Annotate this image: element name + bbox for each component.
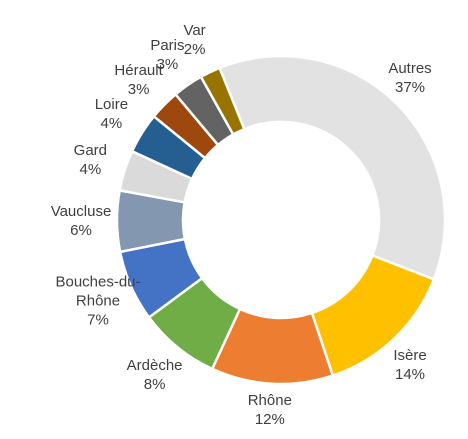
slice-label: Paris 3% bbox=[112, 36, 222, 74]
value-label: 3% bbox=[156, 56, 179, 74]
category-label: Bouches-du-Rhône bbox=[55, 273, 141, 310]
slice-label: Hérault 3% bbox=[84, 61, 194, 99]
slice-label: Ardèche 8% bbox=[100, 356, 210, 394]
category-label: Paris bbox=[150, 37, 185, 55]
value-label: 12% bbox=[254, 411, 285, 428]
value-label: 14% bbox=[394, 365, 426, 383]
value-label: 37% bbox=[394, 78, 426, 96]
slice-label: Gard 4% bbox=[35, 141, 145, 179]
value-label: 7% bbox=[87, 311, 109, 329]
slice-label: Isère 14% bbox=[355, 346, 465, 384]
value-label: 4% bbox=[100, 115, 123, 133]
category-label: Hérault bbox=[114, 61, 163, 79]
category-label: Loire bbox=[94, 96, 129, 114]
category-label: Var bbox=[183, 21, 206, 39]
value-label: 3% bbox=[127, 80, 150, 98]
slice-label: Var 2% bbox=[140, 21, 250, 59]
slice-label: Loire 4% bbox=[56, 95, 166, 133]
category-label: Vaucluse bbox=[50, 203, 112, 221]
category-label: Gard bbox=[73, 141, 108, 159]
slice-label: Rhône 12% bbox=[215, 391, 325, 429]
category-label: Ardèche bbox=[126, 356, 183, 374]
donut-slice bbox=[217, 54, 447, 281]
value-label: 2% bbox=[183, 40, 206, 58]
slice-label: Autres 37% bbox=[355, 59, 465, 97]
slice-label: Bouches-du-Rhône 7% bbox=[50, 272, 146, 329]
value-label: 8% bbox=[143, 375, 166, 393]
category-label: Autres bbox=[388, 59, 432, 77]
value-label: 6% bbox=[70, 222, 92, 240]
donut-slice bbox=[199, 66, 246, 137]
slice-label: Vaucluse 6% bbox=[26, 202, 136, 240]
category-label: Isère bbox=[393, 346, 427, 364]
value-label: 4% bbox=[79, 160, 102, 178]
category-label: Rhône bbox=[247, 392, 292, 409]
